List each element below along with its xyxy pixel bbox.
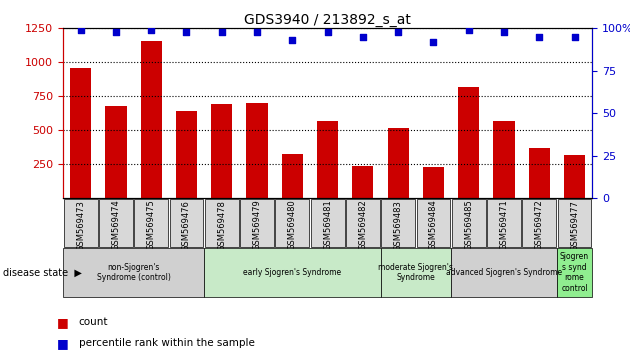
Bar bbox=[105, 106, 127, 198]
Point bbox=[287, 38, 297, 43]
Text: GSM569484: GSM569484 bbox=[429, 200, 438, 251]
FancyBboxPatch shape bbox=[416, 199, 450, 247]
Text: GSM569478: GSM569478 bbox=[217, 200, 226, 251]
FancyBboxPatch shape bbox=[346, 199, 380, 247]
Bar bbox=[529, 148, 550, 198]
Bar bbox=[493, 121, 515, 198]
Point bbox=[428, 39, 438, 45]
FancyBboxPatch shape bbox=[487, 199, 521, 247]
Bar bbox=[458, 87, 479, 198]
Text: GSM569485: GSM569485 bbox=[464, 200, 473, 251]
Text: GSM569472: GSM569472 bbox=[535, 200, 544, 251]
Bar bbox=[140, 41, 162, 198]
Bar bbox=[211, 104, 232, 198]
Point bbox=[358, 34, 368, 40]
FancyBboxPatch shape bbox=[275, 199, 309, 247]
Text: GSM569474: GSM569474 bbox=[112, 200, 120, 251]
FancyBboxPatch shape bbox=[99, 199, 133, 247]
FancyBboxPatch shape bbox=[381, 248, 451, 297]
Text: GSM569476: GSM569476 bbox=[182, 200, 191, 251]
Bar bbox=[564, 155, 585, 198]
Bar bbox=[352, 166, 374, 198]
Point bbox=[111, 29, 121, 35]
Point bbox=[146, 27, 156, 33]
Point bbox=[252, 29, 262, 35]
Point bbox=[570, 34, 580, 40]
Point bbox=[76, 27, 86, 33]
Text: advanced Sjogren's Syndrome: advanced Sjogren's Syndrome bbox=[446, 268, 562, 277]
FancyBboxPatch shape bbox=[205, 199, 239, 247]
Point bbox=[217, 29, 227, 35]
Bar bbox=[282, 154, 303, 198]
Text: GSM569482: GSM569482 bbox=[358, 200, 367, 251]
FancyBboxPatch shape bbox=[451, 248, 557, 297]
Text: disease state  ▶: disease state ▶ bbox=[3, 268, 82, 278]
Text: GSM569480: GSM569480 bbox=[288, 200, 297, 251]
FancyBboxPatch shape bbox=[134, 199, 168, 247]
FancyBboxPatch shape bbox=[64, 199, 98, 247]
Bar bbox=[317, 121, 338, 198]
FancyBboxPatch shape bbox=[311, 199, 345, 247]
Text: GSM569483: GSM569483 bbox=[394, 200, 403, 251]
Text: ■: ■ bbox=[57, 337, 69, 350]
Text: GSM569477: GSM569477 bbox=[570, 200, 579, 251]
Point bbox=[393, 29, 403, 35]
Text: GSM569479: GSM569479 bbox=[253, 200, 261, 251]
Text: non-Sjogren's
Syndrome (control): non-Sjogren's Syndrome (control) bbox=[96, 263, 171, 282]
Point bbox=[323, 29, 333, 35]
FancyBboxPatch shape bbox=[522, 199, 556, 247]
FancyBboxPatch shape bbox=[63, 248, 204, 297]
Text: GSM569475: GSM569475 bbox=[147, 200, 156, 251]
FancyBboxPatch shape bbox=[240, 199, 274, 247]
FancyBboxPatch shape bbox=[452, 199, 486, 247]
Bar bbox=[176, 111, 197, 198]
Text: count: count bbox=[79, 317, 108, 327]
Bar bbox=[246, 103, 268, 198]
FancyBboxPatch shape bbox=[204, 248, 381, 297]
Title: GDS3940 / 213892_s_at: GDS3940 / 213892_s_at bbox=[244, 13, 411, 27]
Point bbox=[499, 29, 509, 35]
Point bbox=[534, 34, 544, 40]
Bar bbox=[70, 68, 91, 198]
Bar bbox=[423, 167, 444, 198]
FancyBboxPatch shape bbox=[169, 199, 203, 247]
Text: moderate Sjogren's
Syndrome: moderate Sjogren's Syndrome bbox=[379, 263, 453, 282]
Text: percentile rank within the sample: percentile rank within the sample bbox=[79, 338, 255, 348]
Text: Sjogren
s synd
rome
control: Sjogren s synd rome control bbox=[560, 252, 589, 293]
FancyBboxPatch shape bbox=[381, 199, 415, 247]
FancyBboxPatch shape bbox=[558, 199, 592, 247]
Bar bbox=[387, 127, 409, 198]
Point bbox=[181, 29, 192, 35]
Text: ■: ■ bbox=[57, 316, 69, 329]
Text: GSM569481: GSM569481 bbox=[323, 200, 332, 251]
Text: GSM569473: GSM569473 bbox=[76, 200, 85, 251]
Text: early Sjogren's Syndrome: early Sjogren's Syndrome bbox=[243, 268, 341, 277]
Text: GSM569471: GSM569471 bbox=[500, 200, 508, 251]
FancyBboxPatch shape bbox=[557, 248, 592, 297]
Point bbox=[464, 27, 474, 33]
